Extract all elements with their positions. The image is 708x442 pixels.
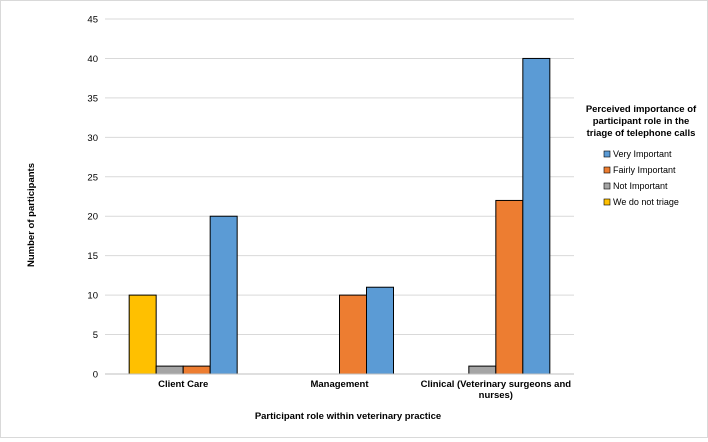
y-tick-label: 10 (87, 291, 98, 302)
bar (468, 365, 497, 375)
legend-title-line: Perceived importance of (586, 104, 697, 115)
legend-item: Very Important (603, 149, 672, 159)
y-axis-ticks: 0 5 10 15 20 25 30 35 40 45 (87, 15, 98, 381)
y-axis-title: Number of participants (26, 163, 37, 267)
y-tick-label: 0 (93, 370, 98, 381)
legend-label: Fairly Important (613, 165, 676, 175)
y-tick-label: 20 (87, 212, 98, 223)
legend-label: Not Important (613, 181, 668, 191)
bar (495, 199, 524, 375)
bar (155, 365, 184, 375)
legend-swatch (603, 166, 611, 174)
y-tick-label: 15 (87, 251, 98, 262)
legend-item: Not Important (603, 181, 668, 191)
legend-title-line: triage of telephone calls (587, 128, 696, 139)
x-category-label: Management (310, 379, 369, 390)
legend-items: Very Important Fairly Important Not Import… (603, 149, 679, 207)
legend-swatch (603, 182, 611, 190)
legend-item: Fairly Important (603, 165, 676, 175)
gridlines (105, 18, 574, 336)
bar (522, 57, 551, 375)
x-axis-category-labels: Client Care Management Clinical (Veterinar… (158, 379, 571, 401)
bar (182, 365, 211, 375)
bar (209, 215, 238, 375)
legend-swatch (603, 150, 611, 158)
y-tick-label: 40 (87, 54, 98, 65)
bars (128, 57, 551, 375)
bar (128, 294, 157, 375)
x-axis-title: Participant role within veterinary pract… (255, 411, 441, 422)
legend-label: Very Important (613, 149, 672, 159)
x-category-label: Client Care (158, 379, 208, 390)
legend-label: We do not triage (613, 197, 679, 207)
legend-item: We do not triage (603, 197, 679, 207)
legend-title-line: participant role in the (593, 116, 690, 127)
y-tick-label: 5 (93, 330, 98, 341)
bar (339, 294, 367, 375)
x-category-label: Clinical (Veterinary surgeons and nurses) (421, 379, 572, 401)
y-tick-label: 45 (87, 15, 98, 26)
y-tick-label: 30 (87, 133, 98, 144)
bar (366, 286, 394, 375)
legend-swatch (603, 198, 611, 206)
y-tick-label: 25 (87, 172, 98, 183)
y-tick-label: 35 (87, 93, 98, 104)
